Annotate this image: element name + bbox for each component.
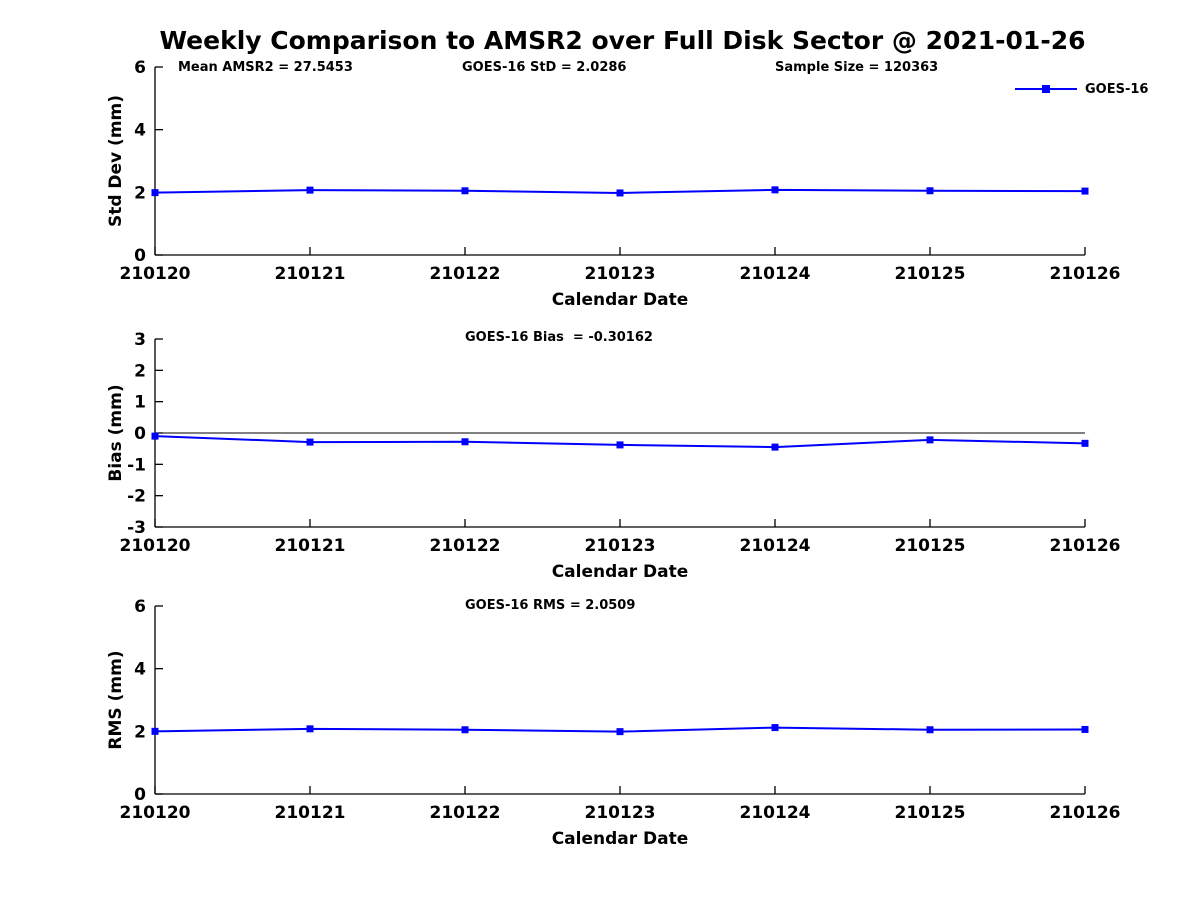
bias-xlabel: Calendar Date <box>552 562 689 582</box>
std-dev-x-tick-label: 210121 <box>275 264 346 284</box>
rms-data-point-marker <box>616 728 624 736</box>
rms-x-tick-label: 210120 <box>120 803 191 823</box>
std-dev-xlabel: Calendar Date <box>552 290 689 310</box>
bias-data-point-marker <box>616 441 624 449</box>
std-dev-y-tick-label: 2 <box>134 183 146 203</box>
std-dev-data-point-marker <box>771 186 779 194</box>
annotation-goes16-rms: GOES-16 RMS = 2.0509 <box>465 598 636 613</box>
bias-data-point-marker <box>1081 439 1089 447</box>
bias-data-point-marker <box>771 443 779 451</box>
std-dev-data-point-marker <box>926 187 934 195</box>
annotation-goes16-std: GOES-16 StD = 2.0286 <box>462 60 627 75</box>
bias-y-tick-label: 0 <box>134 424 146 444</box>
figure-title: Weekly Comparison to AMSR2 over Full Dis… <box>159 26 1086 55</box>
legend-entry-label: GOES-16 <box>1085 81 1149 97</box>
annotation-goes16-bias: GOES-16 Bias = -0.30162 <box>465 330 653 345</box>
rms-data-point-marker <box>306 725 314 733</box>
legend-line-marker-icon <box>1015 85 1077 93</box>
rms-x-tick-label: 210124 <box>740 803 811 823</box>
std-dev-data-point-marker <box>306 186 314 194</box>
rms-data-point-marker <box>926 726 934 734</box>
rms-x-tick-label: 210121 <box>275 803 346 823</box>
bias-y-tick-label: 1 <box>134 393 146 413</box>
rms-y-tick-label: 6 <box>134 597 146 617</box>
bias-x-tick-label: 210122 <box>430 536 501 556</box>
rms-data-point-marker <box>461 726 469 734</box>
rms-subplot: 0 2 4 6 210120 210121 210122 210123 210124 210125… <box>106 597 1120 849</box>
bias-x-tick-label: 210126 <box>1050 536 1121 556</box>
rms-x-tick-label: 210126 <box>1050 803 1121 823</box>
std-dev-y-tick-label: 4 <box>134 121 146 141</box>
bias-x-tick-label: 210121 <box>275 536 346 556</box>
std-dev-x-tick-label: 210125 <box>895 264 966 284</box>
std-dev-y-tick-label: 6 <box>134 58 146 78</box>
bias-data-point-marker <box>151 432 159 440</box>
annotation-sample-size: Sample Size = 120363 <box>775 60 939 75</box>
bias-ylabel: Bias (mm) <box>106 384 126 481</box>
std-dev-data-point-marker <box>461 187 469 195</box>
rms-x-tick-label: 210122 <box>430 803 501 823</box>
legend: GOES-16 <box>1014 81 1148 97</box>
std-dev-data-point-marker <box>151 189 159 197</box>
rms-y-tick-label: 0 <box>134 785 146 805</box>
std-dev-x-tick-label: 210122 <box>430 264 501 284</box>
rms-x-tick-label: 210123 <box>585 803 656 823</box>
bias-x-tick-label: 210124 <box>740 536 811 556</box>
std-dev-data-point-marker <box>616 189 624 197</box>
bias-y-tick-label: -3 <box>127 518 146 538</box>
bias-subplot: -3 -2 -1 0 1 2 3 210120 210121 210122 210123 210124… <box>106 330 1120 582</box>
rms-y-tick-label: 4 <box>134 660 146 680</box>
rms-data-point-marker <box>1081 725 1089 733</box>
rms-ylabel: RMS (mm) <box>106 650 126 749</box>
std-dev-subplot: 0 2 4 6 210120 210121 210122 210123 210124 210125… <box>106 58 1120 310</box>
rms-x-tick-label: 210125 <box>895 803 966 823</box>
bias-data-point-marker <box>926 436 934 444</box>
std-dev-x-tick-label: 210124 <box>740 264 811 284</box>
rms-data-point-marker <box>151 727 159 735</box>
bias-y-tick-label: 3 <box>134 330 146 350</box>
std-dev-x-tick-label: 210120 <box>120 264 191 284</box>
annotation-mean-amsr2: Mean AMSR2 = 27.5453 <box>178 60 353 75</box>
rms-y-tick-label: 2 <box>134 722 146 742</box>
rms-data-point-marker <box>771 724 779 732</box>
std-dev-x-tick-label: 210126 <box>1050 264 1121 284</box>
bias-x-tick-label: 210123 <box>585 536 656 556</box>
bias-data-point-marker <box>306 438 314 446</box>
bias-data-point-marker <box>461 438 469 446</box>
std-dev-y-tick-label: 0 <box>134 246 146 266</box>
std-dev-ylabel: Std Dev (mm) <box>106 95 126 227</box>
std-dev-data-point-marker <box>1081 187 1089 195</box>
bias-x-tick-label: 210120 <box>120 536 191 556</box>
rms-xlabel: Calendar Date <box>552 829 689 849</box>
bias-x-tick-label: 210125 <box>895 536 966 556</box>
bias-y-tick-label: 2 <box>134 361 146 381</box>
bias-y-tick-label: -1 <box>127 455 146 475</box>
std-dev-x-tick-label: 210123 <box>585 264 656 284</box>
bias-y-tick-label: -2 <box>127 487 146 507</box>
